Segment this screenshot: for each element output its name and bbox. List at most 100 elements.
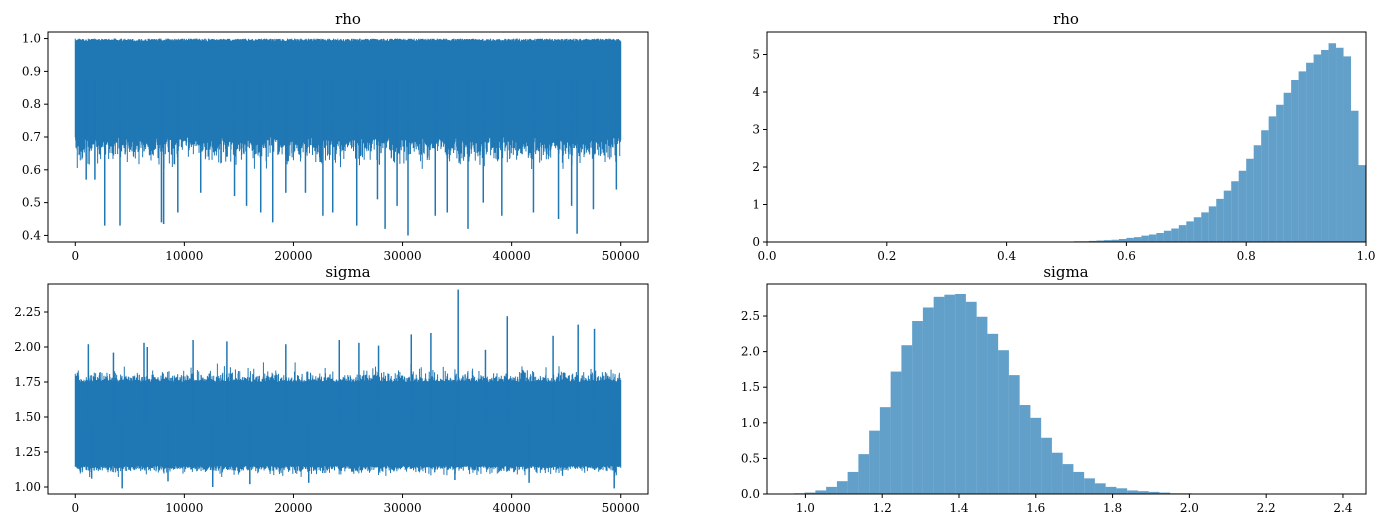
- histogram-bar: [1231, 181, 1239, 242]
- histogram-bar: [1073, 471, 1085, 494]
- x-tick-label: 1.0: [1356, 249, 1375, 263]
- sigma-hist-xticks: 1.0 1.2 1.4 1.6 1.8 2.0 2.2 2.4: [796, 494, 1353, 515]
- sigma-trace-title: sigma: [325, 263, 370, 281]
- histogram-bar: [804, 492, 816, 494]
- histogram-bar: [1328, 43, 1337, 242]
- x-tick-label: 0.2: [877, 249, 896, 263]
- x-tick-label: 1.6: [1026, 501, 1045, 515]
- x-tick-label: 0.8: [1237, 249, 1256, 263]
- histogram-bar: [1253, 145, 1262, 242]
- histogram-bar: [1156, 233, 1164, 242]
- histogram-bar: [1163, 230, 1172, 242]
- histogram-bar: [836, 481, 848, 494]
- x-tick-label: 30000: [383, 501, 421, 515]
- histogram-bar: [1096, 240, 1104, 242]
- x-tick-label: 20000: [274, 249, 312, 263]
- histogram-bar: [1306, 62, 1314, 242]
- histogram-bar: [1268, 116, 1277, 242]
- x-tick-label: 10000: [165, 501, 203, 515]
- sigma-trace-yticks: 1.00 1.25 1.50 1.75 2.00 2.25: [14, 305, 48, 494]
- y-tick-label: 0.4: [22, 228, 41, 242]
- rho-trace-axes: [47, 31, 649, 243]
- x-tick-label: 0.4: [997, 249, 1016, 263]
- sigma-trace-xticks: 0 10000 20000 30000 40000 50000: [71, 494, 640, 515]
- histogram-bar: [1276, 104, 1284, 242]
- histogram-bar: [1321, 50, 1329, 242]
- rho-hist-yticks: 0 1 2 3 4 5: [752, 48, 767, 249]
- y-tick-label: 1.75: [14, 375, 41, 389]
- x-tick-label: 2.4: [1333, 501, 1352, 515]
- x-tick-label: 0.0: [757, 249, 776, 263]
- sigma-trace-panel: sigma 0 10000 20000 30000 40000 50000 1.00 1.2…: [14, 263, 649, 515]
- histogram-bar: [1298, 71, 1307, 242]
- y-tick-label: 2: [752, 160, 760, 174]
- histogram-bar: [965, 301, 977, 494]
- sigma-trace-marks: [74, 289, 622, 489]
- rho-trace-xticks: 0 10000 20000 30000 40000 50000: [71, 242, 640, 263]
- rho-trace-yticks: 0.4 0.5 0.6 0.7 0.8 0.9 1.0: [22, 32, 48, 242]
- histogram-bar: [1148, 491, 1160, 494]
- histogram-bar: [815, 490, 827, 494]
- histogram-bar: [1193, 217, 1202, 242]
- histogram-bar: [1358, 165, 1366, 242]
- trace-dense-band: [75, 45, 621, 118]
- histogram-bar: [869, 430, 880, 494]
- histogram-bar: [1238, 170, 1247, 242]
- x-tick-label: 40000: [493, 249, 531, 263]
- histogram-bar: [1313, 54, 1322, 242]
- histogram-bar: [1062, 464, 1074, 494]
- y-tick-label: 2.00: [14, 340, 41, 354]
- histogram-bar: [1351, 110, 1359, 242]
- histogram-bar: [976, 316, 988, 494]
- histogram-bar: [1126, 237, 1134, 242]
- histogram-bar: [826, 486, 837, 494]
- histogram-bar: [1111, 239, 1119, 242]
- histogram-bar: [1141, 235, 1149, 242]
- histogram-bar: [847, 471, 859, 494]
- y-tick-label: 1.00: [14, 480, 41, 494]
- y-tick-label: 1: [752, 198, 760, 212]
- rho-hist-xticks: 0.0 0.2 0.4 0.6 0.8 1.0: [757, 242, 1376, 263]
- histogram-bar: [1283, 92, 1292, 242]
- x-tick-label: 50000: [602, 249, 640, 263]
- y-tick-label: 2.0: [741, 345, 760, 359]
- sigma-hist-title: sigma: [1043, 263, 1088, 281]
- histogram-bar: [922, 307, 934, 494]
- x-tick-label: 1.4: [949, 501, 968, 515]
- x-tick-label: 0.6: [1117, 249, 1136, 263]
- histogram-bar: [1051, 452, 1063, 494]
- histogram-bar: [1133, 237, 1142, 242]
- histogram-bar: [1208, 206, 1217, 242]
- x-tick-label: 1.2: [873, 501, 892, 515]
- y-tick-label: 0.8: [22, 97, 41, 111]
- histogram-bar: [1008, 375, 1020, 494]
- histogram-bar: [879, 407, 891, 494]
- x-tick-label: 0: [71, 501, 79, 515]
- y-tick-label: 0.5: [22, 196, 41, 210]
- y-tick-label: 5: [752, 48, 760, 62]
- y-tick-label: 0.9: [22, 64, 41, 78]
- y-tick-label: 1.0: [741, 416, 760, 430]
- x-tick-label: 20000: [274, 501, 312, 515]
- trace-dense-band: [75, 400, 621, 445]
- x-tick-label: 50000: [602, 501, 640, 515]
- y-tick-label: 1.5: [741, 380, 760, 394]
- histogram-bar: [1178, 225, 1187, 242]
- histogram-bar: [1223, 190, 1232, 242]
- y-tick-label: 0: [752, 235, 760, 249]
- y-tick-label: 0.6: [22, 163, 41, 177]
- histogram-bar: [1084, 478, 1095, 494]
- histogram-bar: [1261, 130, 1269, 242]
- x-tick-label: 2.0: [1180, 501, 1199, 515]
- histogram-bar: [1291, 80, 1299, 242]
- x-tick-label: 30000: [383, 249, 421, 263]
- histogram-bar: [858, 454, 870, 494]
- rho-trace-panel: rho 0 10000 20000 30000 40000 50000 0.4 0.5 0.6…: [22, 10, 649, 263]
- histogram-bar: [1216, 198, 1224, 242]
- histogram-bar: [1148, 234, 1157, 242]
- rho-hist-bars: [1066, 43, 1366, 242]
- sigma-trace-axes: [47, 283, 649, 495]
- y-tick-label: 0.7: [22, 130, 41, 144]
- histogram-bar: [1246, 158, 1254, 242]
- histogram-bar: [944, 294, 956, 494]
